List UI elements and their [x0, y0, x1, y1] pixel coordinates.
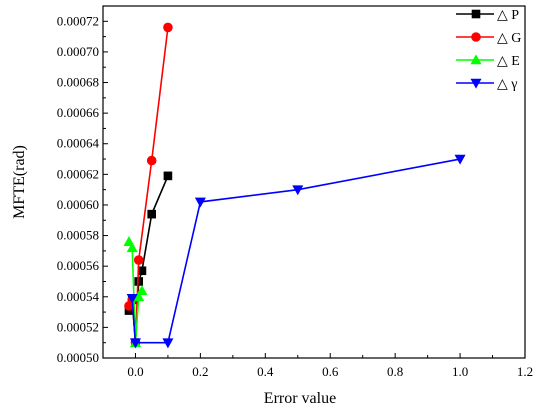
y-tick-label: 0.00068 [57, 75, 99, 90]
y-tick-label: 0.00062 [57, 166, 99, 181]
series-3 [126, 154, 466, 349]
x-tick-label: 0.6 [322, 364, 339, 379]
data-point [129, 338, 141, 349]
data-point [146, 155, 157, 166]
x-axis-ticks: 0.0 0.2 0.4 0.6 0.8 1.0 1.2 [102, 353, 533, 379]
data-point [126, 242, 138, 253]
x-tick-label: 1.2 [517, 364, 533, 379]
legend: △ P △ G △ E △ γ [456, 8, 521, 92]
series-line [131, 158, 461, 344]
legend-item: △ G [456, 31, 521, 46]
legend-marker [471, 32, 481, 42]
data-point [194, 197, 206, 208]
y-tick-label: 0.00070 [57, 44, 99, 59]
legend-marker [471, 9, 481, 19]
data-point [133, 255, 144, 265]
legend-label: △ G [497, 31, 521, 46]
data-point [163, 22, 173, 33]
y-tick-label: 0.00050 [57, 350, 99, 365]
legend-item: △ E [456, 54, 520, 69]
y-tick-label: 0.00054 [57, 289, 100, 304]
plot-frame [102, 5, 526, 359]
legend-label: △ E [497, 54, 520, 69]
data-point [163, 171, 173, 181]
y-tick-label: 0.00060 [57, 197, 99, 212]
legend-marker [470, 54, 482, 65]
legend-item: △ P [456, 8, 519, 23]
data-point [147, 209, 156, 219]
y-tick-label: 0.00058 [57, 228, 99, 243]
data-point [136, 285, 148, 295]
legend-marker [470, 78, 482, 89]
data-point [292, 185, 304, 196]
y-tick-label: 0.00064 [57, 136, 100, 151]
data-point [123, 236, 135, 246]
x-tick-label: 1.0 [452, 364, 468, 379]
y-tick-label: 0.00072 [57, 13, 99, 28]
legend-label: △ P [497, 8, 519, 23]
y-axis-ticks: 0.00050 0.00052 0.00054 0.00056 0.00058 0.000… [57, 13, 108, 365]
x-axis-label: Error value [264, 390, 336, 407]
y-tick-label: 0.00056 [57, 258, 100, 273]
x-tick-label: 0.2 [192, 364, 208, 379]
data-point [454, 154, 466, 165]
data-point [162, 338, 174, 349]
x-tick-label: 0.8 [387, 364, 403, 379]
x-tick-label: 0.0 [127, 364, 143, 379]
legend-label: △ γ [497, 77, 517, 92]
y-axis-label: MFTE(rad) [11, 145, 28, 219]
y-tick-label: 0.00052 [57, 319, 99, 334]
x-tick-label: 0.4 [257, 364, 274, 379]
series-layer [123, 22, 466, 349]
data-point [126, 294, 138, 304]
y-tick-label: 0.00066 [57, 105, 100, 120]
legend-item: △ γ [456, 77, 517, 92]
series-2 [123, 236, 148, 347]
